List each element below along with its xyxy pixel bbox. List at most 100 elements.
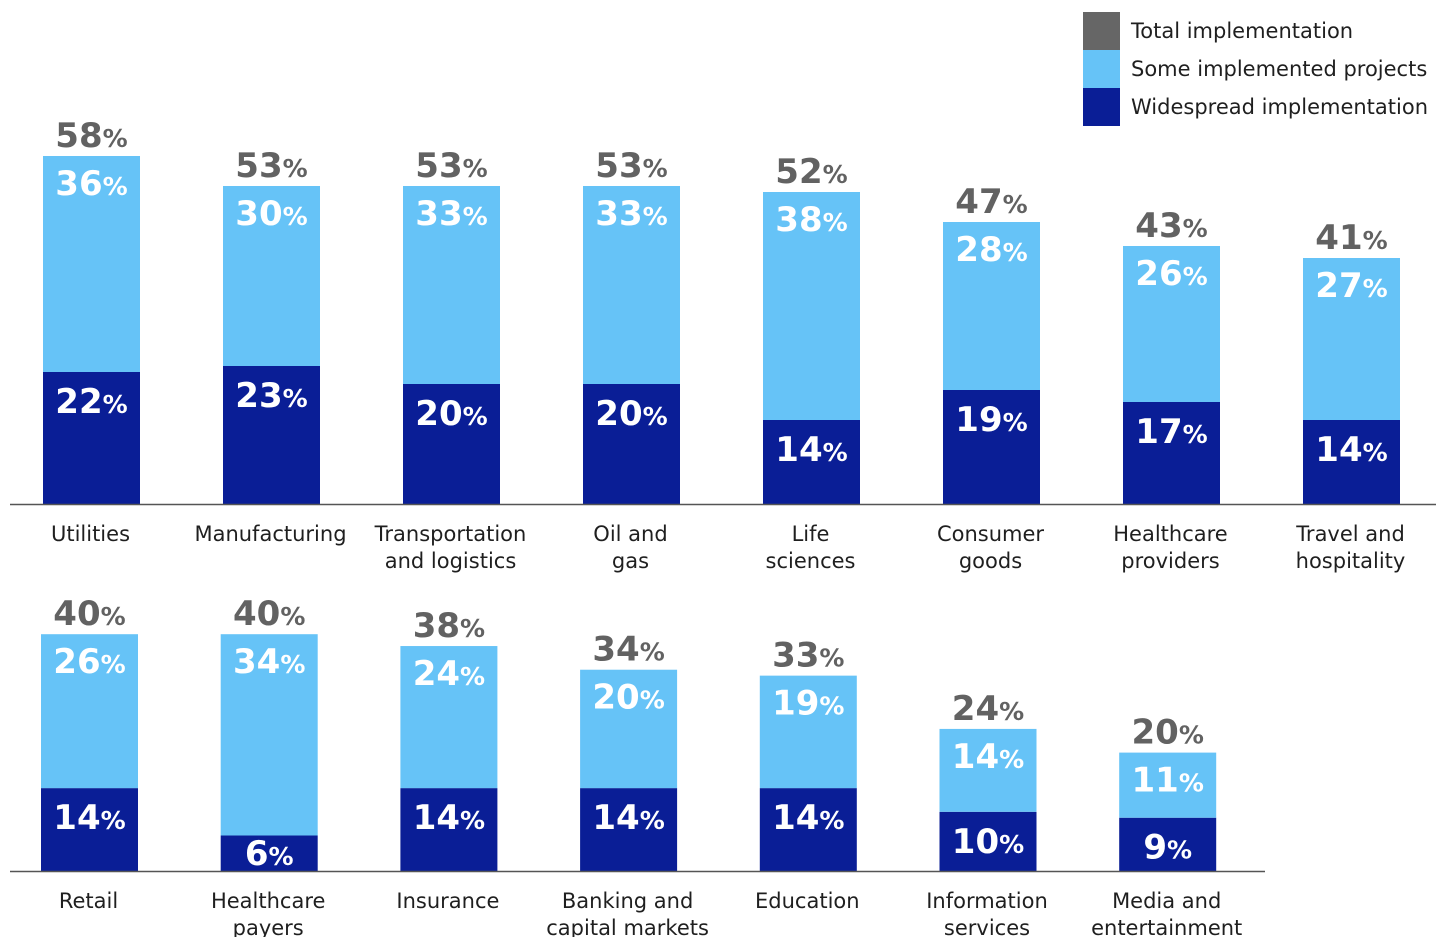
category-label: gas bbox=[612, 549, 649, 573]
category-label: Oil and bbox=[593, 522, 667, 546]
total-label: 43% bbox=[1135, 206, 1207, 246]
legend-item-some: Some implemented projects bbox=[1083, 50, 1427, 88]
bar-group: 52%38%14% bbox=[763, 152, 860, 504]
bar-group: 24%14%10% bbox=[939, 689, 1037, 871]
bar-widespread bbox=[220, 835, 318, 871]
category-label: capital markets bbox=[546, 916, 709, 937]
total-label: 53% bbox=[595, 146, 667, 186]
legend-item-total: Total implementation bbox=[1083, 12, 1353, 50]
bar-some bbox=[1119, 752, 1217, 818]
category-label: services bbox=[944, 916, 1030, 937]
bar-some bbox=[763, 192, 860, 420]
data-label-some: 27% bbox=[1315, 266, 1387, 306]
category-label: Media and bbox=[1112, 889, 1221, 913]
bar-widespread bbox=[943, 390, 1040, 504]
bar-widespread bbox=[583, 384, 680, 504]
bar-group: 47%28%19% bbox=[943, 182, 1040, 504]
category-label: Healthcare bbox=[211, 889, 325, 913]
bar-group: 53%33%20% bbox=[403, 146, 500, 504]
bar-widespread bbox=[759, 788, 857, 871]
bar-some bbox=[403, 186, 500, 384]
total-label: 24% bbox=[952, 689, 1024, 729]
legend-swatch-total bbox=[1083, 12, 1120, 50]
category-label: Consumer bbox=[937, 522, 1044, 546]
bar-group: 38%24%14% bbox=[400, 606, 498, 871]
total-label: 33% bbox=[772, 636, 844, 676]
data-label-some: 36% bbox=[55, 164, 127, 204]
data-label-some: 38% bbox=[775, 200, 847, 240]
bar-group: 33%19%14% bbox=[759, 636, 857, 871]
legend-item-widespread: Widespread implementation bbox=[1083, 88, 1428, 126]
total-label: 34% bbox=[592, 630, 664, 670]
bar-some bbox=[1123, 246, 1220, 402]
bar-widespread bbox=[1123, 402, 1220, 504]
bar-widespread bbox=[763, 420, 860, 504]
data-label-widespread: 17% bbox=[1135, 412, 1207, 452]
category-label: Life bbox=[792, 522, 830, 546]
data-label-widespread: 20% bbox=[415, 394, 487, 434]
category-label: hospitality bbox=[1296, 549, 1406, 573]
bar-some bbox=[939, 728, 1037, 812]
bar-some bbox=[43, 156, 140, 372]
bar-group: 43%26%17% bbox=[1123, 206, 1220, 504]
total-label: 20% bbox=[1132, 713, 1204, 753]
category-label: Travel and bbox=[1295, 522, 1405, 546]
bar-widespread bbox=[939, 811, 1037, 871]
bar-some bbox=[583, 186, 680, 384]
bar-group: 41%27%14% bbox=[1303, 218, 1400, 504]
category-label: Education bbox=[755, 889, 860, 913]
bar-group: 58% 36% 22% bbox=[43, 116, 140, 504]
data-label-widespread: 22% bbox=[55, 382, 127, 422]
legend-swatch-some bbox=[1083, 50, 1120, 88]
bar-widespread bbox=[403, 384, 500, 504]
category-label: entertainment bbox=[1091, 916, 1242, 937]
category-label: Utilities bbox=[51, 522, 130, 546]
data-label-widespread: 14% bbox=[53, 798, 125, 838]
bar-widespread bbox=[400, 788, 498, 871]
category-label: Retail bbox=[59, 889, 118, 913]
total-label: 52% bbox=[775, 152, 847, 192]
bar-widespread bbox=[1119, 817, 1217, 871]
legend-label-widespread: Widespread implementation bbox=[1131, 95, 1428, 119]
bar-widespread bbox=[1303, 420, 1400, 504]
category-label: Information bbox=[926, 889, 1048, 913]
bar-some bbox=[759, 675, 857, 789]
total-label: 47% bbox=[955, 182, 1027, 222]
total-label: 38% bbox=[413, 606, 485, 646]
category-label: providers bbox=[1121, 549, 1219, 573]
bar-some bbox=[223, 186, 320, 366]
bar-some bbox=[580, 669, 678, 789]
bar-group: 53%33%20% bbox=[583, 146, 680, 504]
category-label: Insurance bbox=[396, 889, 499, 913]
category-label: and logistics bbox=[385, 549, 517, 573]
legend-label-total: Total implementation bbox=[1130, 19, 1353, 43]
bar-group: 34%20%14% bbox=[580, 630, 678, 871]
category-label: Banking and bbox=[562, 889, 693, 913]
total-label: 40% bbox=[53, 594, 125, 634]
bar-some bbox=[400, 646, 498, 789]
category-label: Transportation bbox=[374, 522, 527, 546]
bar-some bbox=[41, 634, 138, 789]
data-label-some: 33% bbox=[595, 194, 667, 234]
bar-widespread bbox=[41, 788, 138, 871]
bar-group: 40%34%6% bbox=[220, 594, 318, 874]
category-label: Healthcare bbox=[1113, 522, 1227, 546]
total-label: 40% bbox=[233, 594, 305, 634]
total-label: 41% bbox=[1315, 218, 1387, 258]
chart-panel-2: 40%26%14% Retail 40%34%6% Healthcare payers 3… bbox=[10, 594, 1265, 937]
bar-widespread bbox=[223, 366, 320, 504]
legend-label-some: Some implemented projects bbox=[1131, 57, 1427, 81]
total-label: 53% bbox=[235, 146, 307, 186]
data-label-some: 33% bbox=[415, 194, 487, 234]
bar-group: 20%11%9% bbox=[1119, 713, 1217, 871]
chart-panel-1: 58% 36% 22% Utilities 53%30%23% Manufacturing… bbox=[10, 116, 1436, 573]
bar-group: 40%26%14% bbox=[41, 594, 138, 871]
category-label: payers bbox=[233, 916, 304, 937]
bar-group: 53%30%23% bbox=[223, 146, 320, 504]
bar-some bbox=[943, 222, 1040, 390]
bar-some bbox=[1303, 258, 1400, 420]
category-label: sciences bbox=[766, 549, 856, 573]
bar-widespread bbox=[43, 372, 140, 504]
category-label: goods bbox=[959, 549, 1022, 573]
